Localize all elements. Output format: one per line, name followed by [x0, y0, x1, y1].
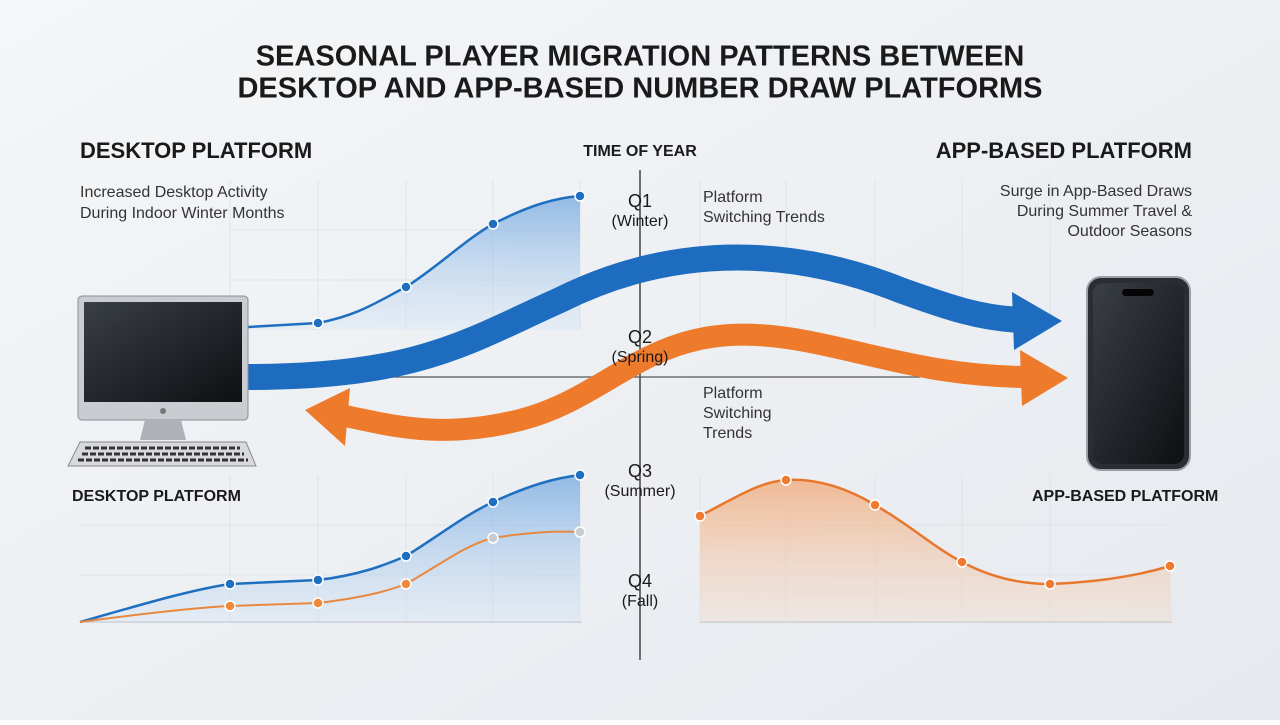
timeline-heading: TIME OF YEAR [583, 143, 697, 160]
bottom-right-chart [694, 474, 1176, 622]
quarter-name: Q1 [628, 191, 652, 211]
desktop-note: During Indoor Winter Months [80, 205, 285, 222]
phone-icon [1086, 276, 1191, 471]
switching-note: Platform [703, 385, 763, 402]
desktop-label: DESKTOP PLATFORM [72, 488, 241, 505]
app-note: During Summer Travel & [1017, 203, 1192, 220]
quarter-name: Q4 [628, 571, 652, 591]
quarters: Q1 (Winter) Q2 (Spring) Q3 (Summer) Q4 (Fall) [604, 191, 675, 610]
quarter-season: (Fall) [622, 593, 658, 610]
title-line: DESKTOP AND APP-BASED NUMBER DRAW PLATFO… [237, 73, 1042, 105]
quarter-name: Q3 [628, 461, 652, 481]
switching-note: Switching [703, 405, 771, 422]
quarter-name: Q2 [628, 327, 652, 347]
quarter-season: (Spring) [612, 349, 669, 366]
quarter-season: (Winter) [612, 213, 669, 230]
app-heading: APP-BASED PLATFORM [936, 138, 1192, 163]
app-label: APP-BASED PLATFORM [1032, 488, 1218, 505]
texts: SEASONAL PLAYER MIGRATION PATTERNS BETWE… [72, 41, 1218, 506]
migration-arrows [247, 244, 1068, 446]
switching-note: Switching Trends [703, 209, 825, 226]
app-note: Outdoor Seasons [1067, 223, 1192, 240]
app-note: Surge in App-Based Draws [1000, 183, 1192, 200]
desktop-heading: DESKTOP PLATFORM [80, 138, 312, 163]
desktop-icon [67, 295, 257, 467]
top-left-chart [229, 190, 586, 330]
desktop-note: Increased Desktop Activity [80, 184, 268, 201]
bottom-left-chart [79, 469, 586, 624]
title-line: SEASONAL PLAYER MIGRATION PATTERNS BETWE… [256, 41, 1025, 73]
quarter-season: (Summer) [604, 483, 675, 500]
switching-note: Platform [703, 189, 763, 206]
switching-note: Trends [703, 425, 752, 442]
